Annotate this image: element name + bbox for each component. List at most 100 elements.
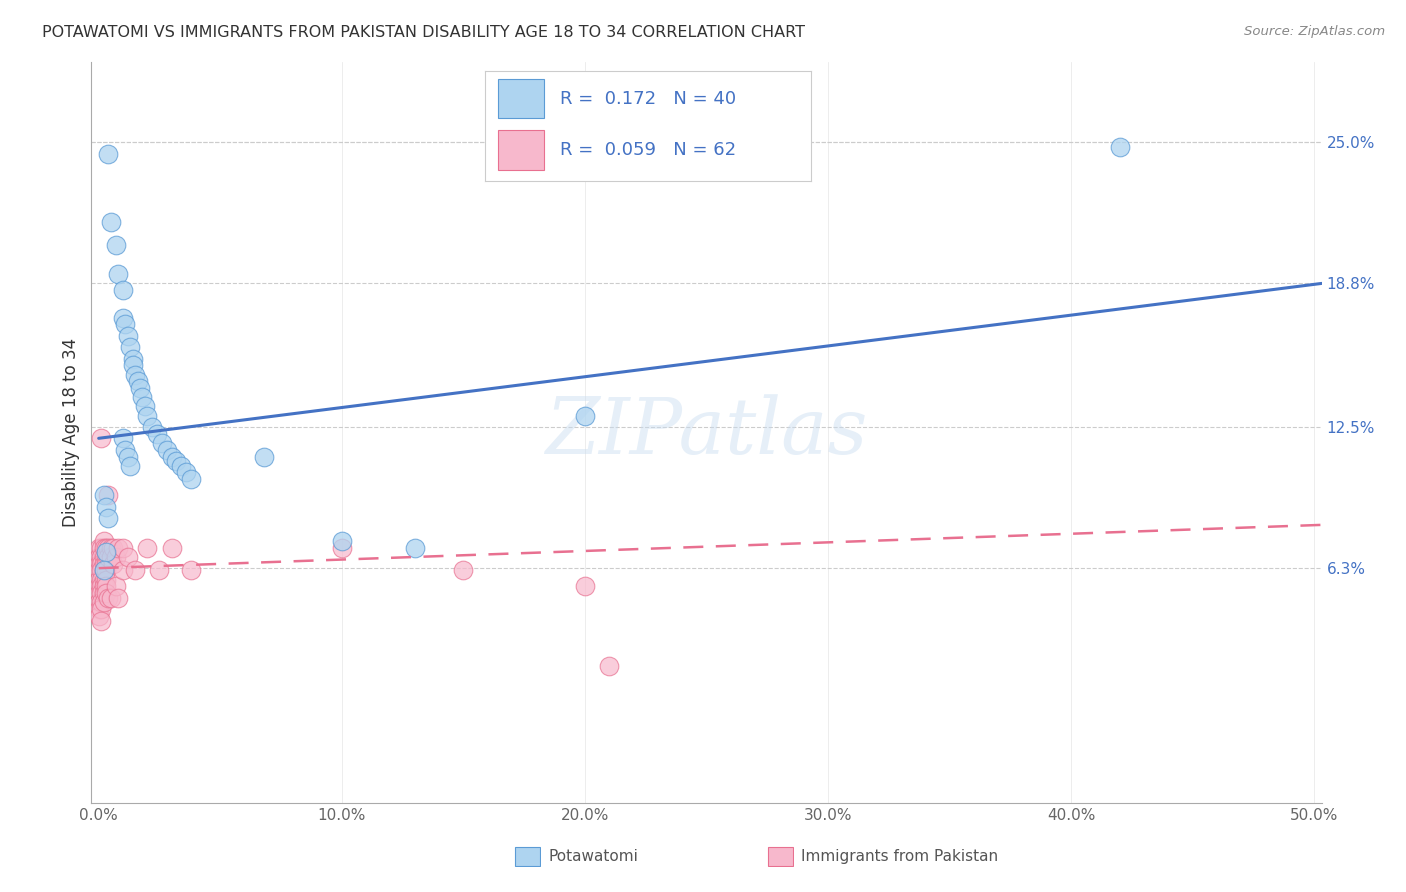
Point: [574, 579, 596, 593]
Point: [160, 450, 183, 464]
Point: [100, 541, 122, 555]
Point: [90, 602, 112, 616]
Point: [404, 541, 426, 555]
Point: [90, 579, 112, 593]
Point: [330, 541, 353, 555]
Point: [93, 541, 115, 555]
Point: [180, 472, 202, 486]
Point: [90, 541, 112, 555]
Text: Potawatomi: Potawatomi: [548, 849, 638, 863]
Point: [453, 564, 475, 578]
Point: [111, 541, 134, 555]
Point: [150, 435, 173, 450]
Point: [124, 368, 146, 382]
Text: Immigrants from Pakistan: Immigrants from Pakistan: [801, 849, 998, 863]
Point: [180, 564, 202, 578]
Point: [90, 614, 112, 628]
Point: [87, 609, 110, 624]
Text: ZIPatlas: ZIPatlas: [546, 394, 868, 471]
Point: [103, 541, 125, 555]
Point: [97, 146, 120, 161]
Point: [94, 541, 117, 555]
Point: [117, 549, 139, 564]
Point: [104, 549, 127, 564]
Point: [141, 420, 163, 434]
Point: [94, 564, 117, 578]
Point: [100, 549, 122, 564]
FancyBboxPatch shape: [515, 847, 540, 866]
Point: [94, 586, 117, 600]
Point: [156, 442, 179, 457]
Point: [93, 573, 115, 587]
Point: [94, 557, 117, 571]
Point: [114, 442, 136, 457]
Point: [93, 564, 115, 578]
Point: [574, 409, 596, 423]
Point: [90, 573, 112, 587]
Point: [111, 310, 134, 325]
Point: [104, 579, 127, 593]
Point: [94, 549, 117, 564]
Point: [136, 541, 159, 555]
Point: [131, 390, 153, 404]
Point: [93, 533, 115, 548]
Text: Source: ZipAtlas.com: Source: ZipAtlas.com: [1244, 25, 1385, 38]
Point: [94, 545, 117, 559]
Point: [107, 268, 129, 282]
Point: [93, 579, 115, 593]
Point: [87, 549, 110, 564]
Point: [107, 591, 129, 605]
Point: [129, 381, 152, 395]
Y-axis label: Disability Age 18 to 34: Disability Age 18 to 34: [62, 338, 80, 527]
Point: [97, 511, 120, 525]
Point: [117, 328, 139, 343]
Point: [148, 564, 170, 578]
Point: [87, 602, 110, 616]
Point: [100, 215, 122, 229]
Point: [146, 426, 169, 441]
Point: [93, 557, 115, 571]
Point: [103, 557, 125, 571]
Point: [253, 450, 276, 464]
Point: [93, 549, 115, 564]
Point: [160, 541, 183, 555]
Point: [114, 318, 136, 332]
Point: [170, 458, 193, 473]
Point: [87, 573, 110, 587]
Point: [87, 541, 110, 555]
Point: [94, 573, 117, 587]
Point: [90, 431, 112, 445]
Point: [124, 564, 146, 578]
Point: [1108, 139, 1130, 153]
Point: [87, 564, 110, 578]
Point: [97, 591, 120, 605]
Point: [93, 595, 115, 609]
Point: [87, 557, 110, 571]
Point: [127, 375, 149, 389]
Point: [100, 591, 122, 605]
Point: [94, 579, 117, 593]
Point: [90, 549, 112, 564]
Point: [120, 340, 142, 354]
Point: [97, 541, 120, 555]
Point: [104, 237, 127, 252]
Point: [330, 533, 353, 548]
Point: [134, 400, 156, 414]
Point: [111, 431, 134, 445]
Point: [87, 579, 110, 593]
Point: [120, 458, 142, 473]
FancyBboxPatch shape: [768, 847, 793, 866]
Point: [166, 454, 188, 468]
Point: [90, 564, 112, 578]
Point: [97, 488, 120, 502]
Point: [90, 595, 112, 609]
Point: [111, 283, 134, 297]
Point: [93, 488, 115, 502]
Point: [90, 557, 112, 571]
Point: [87, 586, 110, 600]
Text: POTAWATOMI VS IMMIGRANTS FROM PAKISTAN DISABILITY AGE 18 TO 34 CORRELATION CHART: POTAWATOMI VS IMMIGRANTS FROM PAKISTAN D…: [42, 25, 806, 40]
Point: [598, 659, 620, 673]
Point: [136, 409, 159, 423]
Point: [121, 351, 143, 366]
Point: [107, 541, 129, 555]
